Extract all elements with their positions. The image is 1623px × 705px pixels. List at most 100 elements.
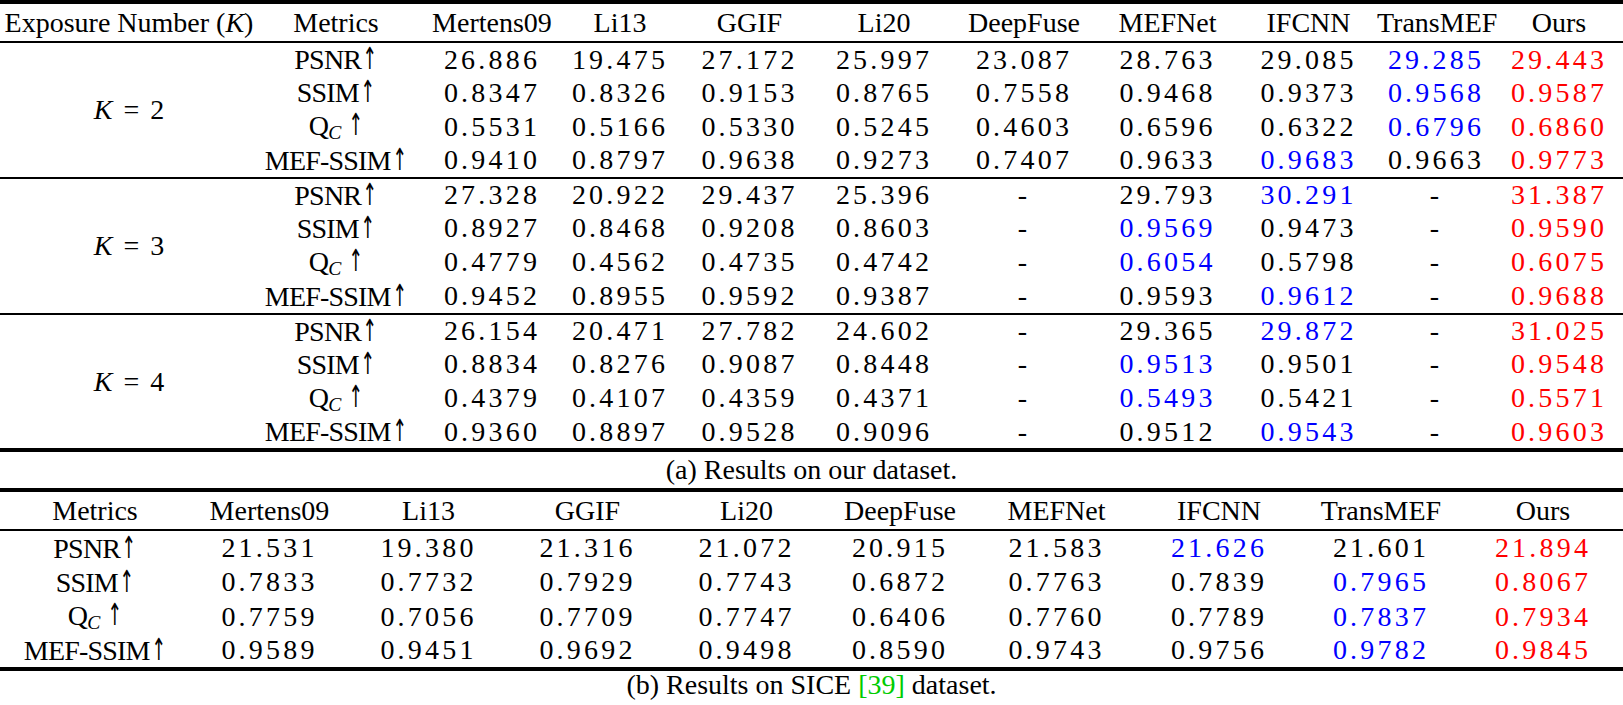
value-cell: 0.9208 [684, 212, 815, 245]
table-row: K = 4PSNR↑26.15420.47127.78224.602-29.36… [0, 314, 1623, 348]
column-header: Li13 [349, 490, 508, 530]
value-cell: 0.9569 [1095, 212, 1240, 245]
value-cell: 0.5245 [815, 109, 953, 144]
exposure-group-label: K = 3 [0, 178, 258, 314]
value-cell: 0.9543 [1240, 415, 1377, 450]
value-cell: 0.9603 [1495, 415, 1623, 450]
value-cell: 29.085 [1240, 42, 1377, 76]
value-cell: 0.4779 [428, 245, 556, 280]
value-cell: 29.365 [1095, 314, 1240, 348]
value-cell: 29.443 [1495, 42, 1623, 76]
value-cell: 0.5166 [556, 109, 684, 144]
value-cell: 0.4735 [684, 245, 815, 280]
value-cell: 0.9773 [1495, 144, 1623, 178]
table-row: PSNR↑21.53119.38021.31621.07220.91521.58… [0, 530, 1623, 565]
caption-a: (a) Results on our dataset. [0, 452, 1623, 488]
column-header: TransMEF [1299, 490, 1463, 530]
value-cell: 0.9096 [815, 415, 953, 450]
value-cell: 0.8897 [556, 415, 684, 450]
metric-label: SSIM↑ [258, 348, 428, 381]
value-cell: 0.5798 [1240, 245, 1377, 280]
value-cell: - [953, 415, 1095, 450]
value-cell: 0.9473 [1240, 212, 1377, 245]
caption-b-text: (b) Results on SICE [39] dataset. [626, 669, 996, 701]
value-cell: 0.8326 [556, 76, 684, 109]
value-cell: 23.087 [953, 42, 1095, 76]
metric-label: QC ↑ [258, 245, 428, 280]
value-cell: 0.9592 [684, 280, 815, 314]
column-header: Ours [1463, 490, 1623, 530]
value-cell: 0.7965 [1299, 565, 1463, 600]
value-cell: 0.9528 [684, 415, 815, 450]
value-cell: 0.7747 [667, 599, 826, 634]
value-cell: - [953, 245, 1095, 280]
value-cell: 0.4107 [556, 381, 684, 416]
column-header: DeepFuse [953, 2, 1095, 42]
column-header: IFCNN [1240, 2, 1377, 42]
value-cell: 0.8468 [556, 212, 684, 245]
value-cell: - [1377, 245, 1495, 280]
value-cell: 0.7407 [953, 144, 1095, 178]
value-cell: - [1377, 415, 1495, 450]
value-cell: - [953, 280, 1095, 314]
value-cell: 0.5330 [684, 109, 815, 144]
value-cell: 0.9513 [1095, 348, 1240, 381]
value-cell: 0.4359 [684, 381, 815, 416]
value-cell: 0.8603 [815, 212, 953, 245]
value-cell: 0.9498 [667, 634, 826, 669]
metric-label: PSNR↑ [258, 42, 428, 76]
value-cell: 0.6596 [1095, 109, 1240, 144]
value-cell: 27.328 [428, 178, 556, 212]
value-cell: 27.172 [684, 42, 815, 76]
value-cell: 0.9587 [1495, 76, 1623, 109]
value-cell: 0.6054 [1095, 245, 1240, 280]
value-cell: - [1377, 212, 1495, 245]
column-header: MEFNet [974, 490, 1139, 530]
metric-label: MEF-SSIM↑ [258, 415, 428, 450]
value-cell: 28.763 [1095, 42, 1240, 76]
table-row: QC ↑0.77590.70560.77090.77470.64060.7760… [0, 599, 1623, 634]
column-header: Li13 [556, 2, 684, 42]
value-cell: 0.7760 [974, 599, 1139, 634]
value-cell: 27.782 [684, 314, 815, 348]
value-cell: 0.9743 [974, 634, 1139, 669]
value-cell: 30.291 [1240, 178, 1377, 212]
value-cell: 19.380 [349, 530, 508, 565]
column-header: Exposure Number (K) [0, 2, 258, 42]
metric-label: MEF-SSIM↑ [258, 280, 428, 314]
value-cell: 0.8067 [1463, 565, 1623, 600]
value-cell: 0.7763 [974, 565, 1139, 600]
exposure-group-label: K = 4 [0, 314, 258, 451]
value-cell: - [953, 314, 1095, 348]
caption-a-text: (a) Results on our dataset. [666, 454, 958, 486]
value-cell: 0.5493 [1095, 381, 1240, 416]
value-cell: 0.7056 [349, 599, 508, 634]
value-cell: 0.8590 [826, 634, 974, 669]
metric-label: QC ↑ [258, 109, 428, 144]
table-a-group-k4: K = 4PSNR↑26.15420.47127.78224.602-29.36… [0, 314, 1623, 451]
value-cell: 0.9373 [1240, 76, 1377, 109]
metric-label: SSIM↑ [0, 565, 190, 600]
value-cell: 24.602 [815, 314, 953, 348]
value-cell: 0.4379 [428, 381, 556, 416]
value-cell: 0.7732 [349, 565, 508, 600]
value-cell: 0.9593 [1095, 280, 1240, 314]
value-cell: 21.531 [190, 530, 349, 565]
value-cell: 0.7934 [1463, 599, 1623, 634]
value-cell: 29.437 [684, 178, 815, 212]
value-cell: 0.9548 [1495, 348, 1623, 381]
value-cell: 0.4742 [815, 245, 953, 280]
value-cell: 0.5421 [1240, 381, 1377, 416]
value-cell: - [953, 348, 1095, 381]
table-a-header: Exposure Number (K)MetricsMertens09Li13G… [0, 2, 1623, 42]
value-cell: 0.6322 [1240, 109, 1377, 144]
results-table-our-dataset: Exposure Number (K)MetricsMertens09Li13G… [0, 0, 1623, 452]
value-cell: 0.6796 [1377, 109, 1495, 144]
value-cell: 0.5571 [1495, 381, 1623, 416]
table-row: K = 2PSNR↑26.88619.47527.17225.99723.087… [0, 42, 1623, 76]
value-cell: 0.9501 [1240, 348, 1377, 381]
column-header: Ours [1495, 2, 1623, 42]
value-cell: - [1377, 348, 1495, 381]
value-cell: 0.4371 [815, 381, 953, 416]
value-cell: 0.9663 [1377, 144, 1495, 178]
